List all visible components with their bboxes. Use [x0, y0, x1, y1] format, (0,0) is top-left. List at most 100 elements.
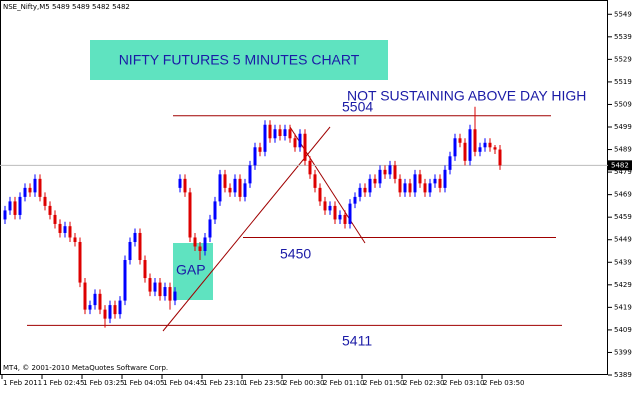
- y-tick-label: 5499: [614, 123, 632, 131]
- candle-body: [133, 232, 137, 242]
- candle-body: [443, 169, 447, 188]
- candle-body: [218, 174, 222, 202]
- candle-body: [303, 133, 307, 161]
- candle-body: [298, 133, 302, 148]
- y-tick-label: 5479: [614, 168, 632, 176]
- level-label: 5504: [342, 99, 373, 115]
- candle-body: [438, 178, 442, 188]
- candle-body: [128, 241, 132, 261]
- candle-body: [343, 214, 347, 224]
- plot-frame: [0, 0, 608, 375]
- candle-body: [68, 226, 72, 238]
- candle-body: [198, 246, 202, 251]
- candle-body: [228, 187, 232, 193]
- y-tick-label: 5399: [614, 348, 632, 356]
- candle-body: [293, 138, 297, 148]
- candle-body: [373, 178, 377, 184]
- candle-body: [358, 187, 362, 197]
- candle-body: [448, 156, 452, 170]
- candle-body: [158, 282, 162, 297]
- candle-body: [318, 187, 322, 202]
- candle-body: [208, 219, 212, 238]
- title-box: [90, 40, 388, 80]
- candle-body: [168, 287, 172, 301]
- candle-body: [193, 237, 197, 247]
- candle-body: [183, 178, 187, 193]
- candle-body: [418, 174, 422, 184]
- candle-body: [413, 174, 417, 193]
- candle-body: [258, 147, 262, 152]
- candle-body: [63, 226, 67, 233]
- y-tick-label: 5419: [614, 303, 632, 311]
- candle-body: [328, 205, 332, 211]
- candle-body: [83, 282, 87, 310]
- footer: MT4, © 2001-2010 MetaQuotes Software Cor…: [3, 364, 168, 372]
- candle-body: [453, 138, 457, 157]
- x-tick-label: 2 Feb 03:10: [443, 379, 484, 387]
- candle-body: [388, 165, 392, 175]
- y-tick-label: 5539: [614, 33, 632, 41]
- candle-body: [33, 178, 37, 193]
- candle-body: [188, 192, 192, 238]
- x-tick-label: 1 Feb 02:45: [43, 379, 84, 387]
- candle-body: [43, 196, 47, 206]
- candle-body: [393, 165, 397, 179]
- y-tick-label: 5429: [614, 281, 632, 289]
- x-tick-label: 1 Feb 04:05: [123, 379, 164, 387]
- candle-body: [233, 178, 237, 193]
- x-tick-label: 2 Feb 02:30: [403, 379, 444, 387]
- candle-body: [123, 260, 127, 301]
- x-tick-label: 1 Feb 03:25: [83, 379, 124, 387]
- candle-body: [273, 129, 277, 139]
- candle-body: [423, 183, 427, 193]
- candle-body: [403, 183, 407, 193]
- y-tick-label: 5449: [614, 236, 632, 244]
- candle-body: [178, 178, 182, 188]
- candle-body: [468, 129, 472, 161]
- candle-body: [363, 187, 367, 193]
- candle-body: [3, 210, 7, 220]
- gap-label: GAP: [176, 262, 206, 278]
- chart-title: NIFTY FUTURES 5 MINUTES CHART: [119, 52, 360, 68]
- candle-body: [283, 129, 287, 137]
- level-label: 5411: [342, 333, 372, 349]
- x-tick-label: 2 Feb 00:30: [283, 379, 324, 387]
- candle-body: [73, 237, 77, 242]
- candle-body: [348, 203, 352, 224]
- trend-line: [289, 126, 366, 244]
- candle-body: [23, 187, 27, 197]
- candle-body: [143, 260, 147, 279]
- candle-body: [463, 142, 467, 161]
- candle-body: [13, 201, 17, 215]
- candle-body: [18, 196, 22, 215]
- x-tick-label: 2 Feb 03:50: [483, 379, 524, 387]
- gap-box: [173, 243, 213, 300]
- candle-body: [78, 241, 82, 283]
- candle-body: [408, 183, 412, 193]
- candle-body: [118, 300, 122, 315]
- candle-body: [428, 183, 432, 193]
- candle-body: [153, 282, 157, 292]
- candle-body: [488, 142, 492, 148]
- candle-body: [383, 169, 387, 175]
- candle-body: [268, 124, 272, 139]
- level-label: 5450: [280, 246, 311, 262]
- candle-body: [213, 201, 217, 220]
- candle-body: [163, 287, 167, 297]
- x-tick-label: 2 Feb 01:50: [363, 379, 404, 387]
- x-tick-label: 2 Feb 01:10: [323, 379, 364, 387]
- x-tick-label: 1 Feb 23:10: [203, 379, 244, 387]
- y-tick-label: 5439: [614, 258, 632, 266]
- candle-body: [28, 187, 32, 193]
- x-tick-label: 1 Feb 23:50: [243, 379, 284, 387]
- candle-body: [263, 124, 267, 152]
- price-tag: [608, 160, 632, 171]
- candle-body: [338, 214, 342, 220]
- y-tick-label: 5529: [614, 55, 632, 63]
- candle-body: [308, 160, 312, 175]
- candle-body: [473, 129, 477, 152]
- candle-body: [493, 147, 497, 150]
- candle-body: [203, 237, 207, 251]
- x-tick-label: 1 Feb 2011: [3, 379, 42, 387]
